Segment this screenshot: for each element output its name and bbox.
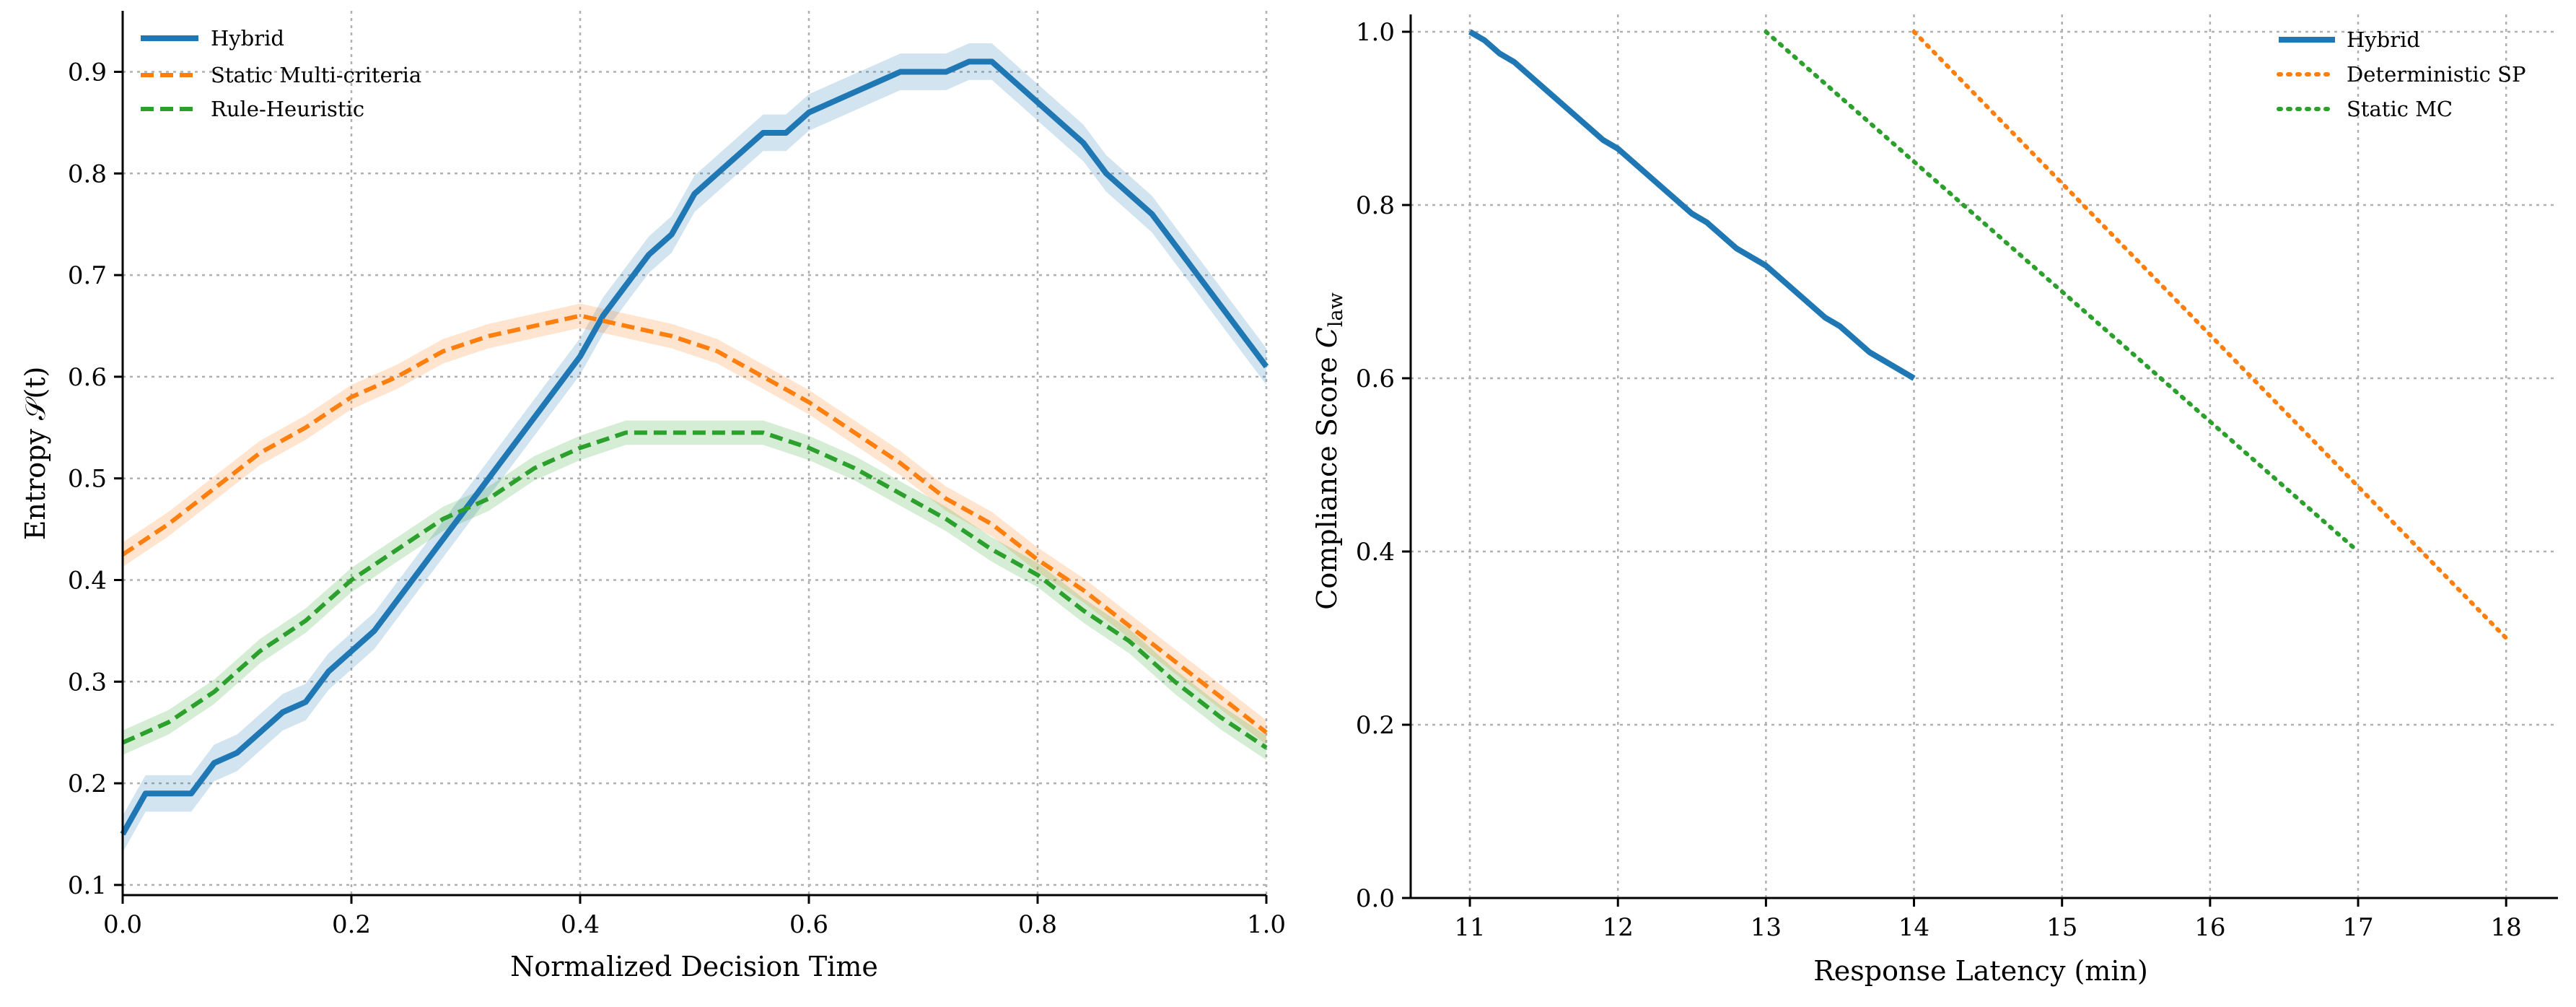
left-y-tick-label-2: 0.3: [68, 668, 107, 697]
right-y-axis-label-text: Compliance Score: [1311, 348, 1343, 610]
left-x-axis-label: Normalized Decision Time: [510, 951, 878, 982]
left-y-axis-label: Entropy 𝒮(t): [19, 367, 51, 541]
left-band-rule-heuristic: [123, 420, 1266, 760]
left-y-tick-label-8: 0.9: [68, 58, 107, 87]
left-y-tick-label-0: 0.1: [68, 871, 107, 900]
left-x-tick-label-2: 0.4: [561, 910, 600, 939]
left-series: [120, 58, 1269, 836]
right-x-tick-label-2: 13: [1751, 913, 1782, 942]
left-series-static-multi-criteria: [121, 313, 1268, 735]
right-x-axis-label: Response Latency (min): [1813, 955, 2148, 987]
left-y-tick-label-5: 0.6: [68, 363, 107, 392]
right-series-deterministic-sp: [1911, 30, 2509, 640]
right-y-axis-label-subscript: law: [1325, 292, 1347, 327]
left-x-tick-label-4: 0.8: [1018, 910, 1057, 939]
left-bands: [123, 43, 1266, 853]
legend-label-deterministic-sp: Deterministic SP: [2347, 62, 2525, 87]
right-chart: 11 12 13 14 15 16 17 18 0.0 0.2 0.4 0.6 0.8 1.0 Respo…: [1311, 14, 2558, 987]
right-y-tick-label-5: 1.0: [1356, 18, 1395, 47]
legend-label-static-mc: Static MC: [2347, 97, 2453, 121]
legend-label-static-multi-criteria: Static Multi-criteria: [211, 63, 421, 87]
right-y-tick-label-4: 0.8: [1356, 191, 1395, 220]
right-series: [1468, 29, 2509, 640]
right-y-tick-label-1: 0.2: [1356, 711, 1395, 740]
left-x-tick-label-0: 0.0: [103, 910, 142, 939]
left-series-rule-heuristic: [121, 430, 1268, 750]
left-y-tick-label-1: 0.2: [68, 770, 107, 798]
left-ticks: 0.0 0.2 0.4 0.6 0.8 1.0 0.1 0.2 0.3 0.4 0.5 0.6 0.7 0…: [68, 58, 1286, 939]
left-x-tick-label-1: 0.2: [332, 910, 371, 939]
right-y-axis-label: Compliance Score Claw: [1311, 292, 1347, 609]
right-x-tick-label-3: 14: [1898, 913, 1929, 942]
right-x-tick-label-7: 18: [2491, 913, 2522, 942]
right-series-static-mc: [1764, 30, 2361, 554]
right-x-tick-label-5: 16: [2194, 913, 2225, 942]
left-x-tick-label-5: 1.0: [1247, 910, 1286, 939]
left-grid: [121, 11, 1268, 895]
right-ticks: 11 12 13 14 15 16 17 18 0.0 0.2 0.4 0.6 0.8 1.0: [1356, 18, 2522, 942]
right-x-tick-label-6: 17: [2342, 913, 2373, 942]
left-y-tick-label-6: 0.7: [68, 261, 107, 290]
legend-label-hybrid: Hybrid: [211, 26, 284, 51]
legend-label-hybrid-right: Hybrid: [2347, 27, 2420, 52]
right-x-tick-label-1: 12: [1603, 913, 1634, 942]
left-x-tick-label-3: 0.6: [789, 910, 828, 939]
right-legend: Hybrid Deterministic SP Static MC: [2277, 27, 2525, 121]
right-x-tick-label-0: 11: [1454, 913, 1485, 942]
left-chart: 0.0 0.2 0.4 0.6 0.8 1.0 0.1 0.2 0.3 0.4 0.5 0.6 0.7 0…: [19, 11, 1286, 982]
right-y-tick-label-0: 0.0: [1356, 884, 1395, 913]
left-y-tick-label-4: 0.5: [68, 465, 107, 494]
left-series-hybrid: [120, 58, 1269, 836]
left-y-tick-label-7: 0.8: [68, 160, 107, 188]
right-series-hybrid: [1468, 29, 1916, 381]
right-grid: [1411, 14, 2558, 899]
legend-label-rule-heuristic: Rule-Heuristic: [211, 97, 364, 121]
left-legend: Hybrid Static Multi-criteria Rule-Heuris…: [141, 26, 421, 121]
right-y-axis-label-symbol: C: [1311, 327, 1343, 348]
left-y-tick-label-3: 0.4: [68, 567, 107, 596]
right-y-tick-label-3: 0.6: [1356, 365, 1395, 393]
left-band-hybrid: [123, 43, 1266, 853]
right-x-tick-label-4: 15: [2046, 913, 2077, 942]
right-y-tick-label-2: 0.4: [1356, 538, 1395, 567]
